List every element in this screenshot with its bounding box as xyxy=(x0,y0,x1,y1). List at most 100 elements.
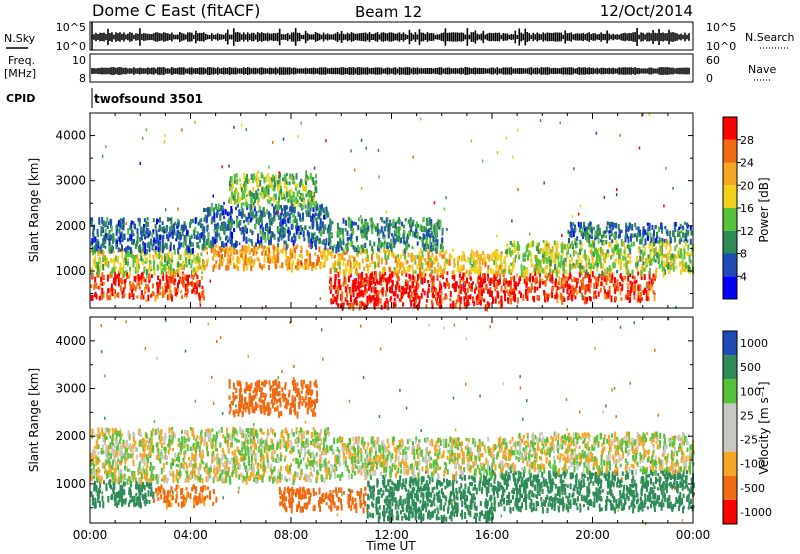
range-cell xyxy=(150,238,153,246)
range-cell xyxy=(196,235,198,240)
range-cell xyxy=(253,214,256,219)
range-cell xyxy=(464,258,467,263)
range-cell xyxy=(406,280,409,286)
range-cell xyxy=(366,299,369,306)
range-cell xyxy=(599,254,602,259)
range-cell xyxy=(181,271,184,276)
range-cell xyxy=(470,253,473,259)
range-cell xyxy=(590,234,593,240)
range-cell xyxy=(274,175,277,182)
range-cell xyxy=(432,275,435,283)
range-cell xyxy=(622,278,625,283)
range-cell xyxy=(385,221,388,228)
range-cell xyxy=(214,224,217,230)
range-cell xyxy=(233,220,236,225)
range-cell xyxy=(429,258,432,262)
range-cell xyxy=(427,243,430,250)
range-cell xyxy=(405,287,408,295)
range-cell xyxy=(412,296,415,302)
range-cell xyxy=(321,221,324,229)
range-cell xyxy=(121,219,124,225)
range-cell xyxy=(396,282,399,288)
range-cell xyxy=(425,222,428,227)
range-cell xyxy=(113,294,116,299)
scatter-cell xyxy=(350,149,352,153)
range-cell xyxy=(176,230,179,238)
range-cell xyxy=(642,244,645,248)
range-cell xyxy=(258,240,261,246)
range-cell xyxy=(239,197,242,201)
range-cell xyxy=(396,260,399,268)
range-cell xyxy=(500,295,503,303)
range-cell xyxy=(472,297,475,302)
range-cell xyxy=(498,279,501,285)
range-cell xyxy=(409,217,412,222)
range-cell xyxy=(415,296,417,304)
range-cell xyxy=(333,267,336,273)
range-cell xyxy=(406,266,409,272)
range-cell xyxy=(671,253,674,259)
range-cell xyxy=(285,179,288,184)
freq-tick-top: 10 xyxy=(72,54,86,67)
range-cell xyxy=(596,262,599,267)
range-cell xyxy=(348,304,351,310)
range-cell xyxy=(273,245,276,253)
range-cell xyxy=(231,191,233,197)
range-cell xyxy=(371,245,374,252)
range-cell xyxy=(662,254,665,258)
range-cell xyxy=(216,206,219,211)
range-cell xyxy=(379,279,382,285)
range-cell xyxy=(169,264,172,272)
range-cell xyxy=(558,269,561,275)
range-cell xyxy=(403,240,406,245)
range-cell xyxy=(620,239,623,245)
range-cell xyxy=(283,180,286,185)
range-cell xyxy=(148,253,151,259)
range-cell xyxy=(627,226,630,231)
range-cell xyxy=(236,178,239,185)
range-cell xyxy=(571,295,574,302)
range-cell xyxy=(597,237,600,244)
range-cell xyxy=(435,289,438,296)
range-cell xyxy=(203,207,206,213)
range-cell xyxy=(643,267,646,272)
range-cell xyxy=(409,276,412,282)
range-cell xyxy=(122,263,125,269)
range-cell xyxy=(244,254,247,261)
range-cell xyxy=(459,267,462,273)
range-cell xyxy=(143,494,146,500)
range-cell xyxy=(501,270,504,275)
scatter-cell xyxy=(665,166,667,170)
range-cell xyxy=(555,292,558,299)
range-cell xyxy=(182,274,185,280)
range-cell xyxy=(347,276,350,283)
range-cell xyxy=(593,282,596,289)
range-cell xyxy=(247,247,250,252)
range-cell xyxy=(203,237,206,243)
scatter-cell xyxy=(475,284,477,287)
scatter-cell xyxy=(638,146,641,150)
range-cell xyxy=(148,230,151,236)
range-cell xyxy=(224,222,227,229)
range-cell xyxy=(295,173,298,180)
range-cell xyxy=(233,173,236,180)
range-cell xyxy=(567,295,570,301)
range-cell xyxy=(250,239,253,243)
range-cell xyxy=(427,233,430,237)
range-cell xyxy=(319,263,322,270)
scatter-cell xyxy=(319,237,321,241)
range-cell xyxy=(536,254,539,262)
range-cell xyxy=(529,273,532,279)
range-cell xyxy=(338,242,341,249)
range-cell xyxy=(285,258,288,266)
range-cell xyxy=(281,194,284,200)
range-cell xyxy=(124,498,127,503)
power-colorbar-label: Power [dB] xyxy=(757,177,771,242)
range-cell xyxy=(566,288,569,295)
range-cell xyxy=(143,218,146,223)
range-cell xyxy=(462,272,465,280)
range-cell xyxy=(229,186,232,192)
range-cell xyxy=(297,202,300,207)
range-cell xyxy=(410,228,413,233)
range-cell xyxy=(220,205,223,211)
